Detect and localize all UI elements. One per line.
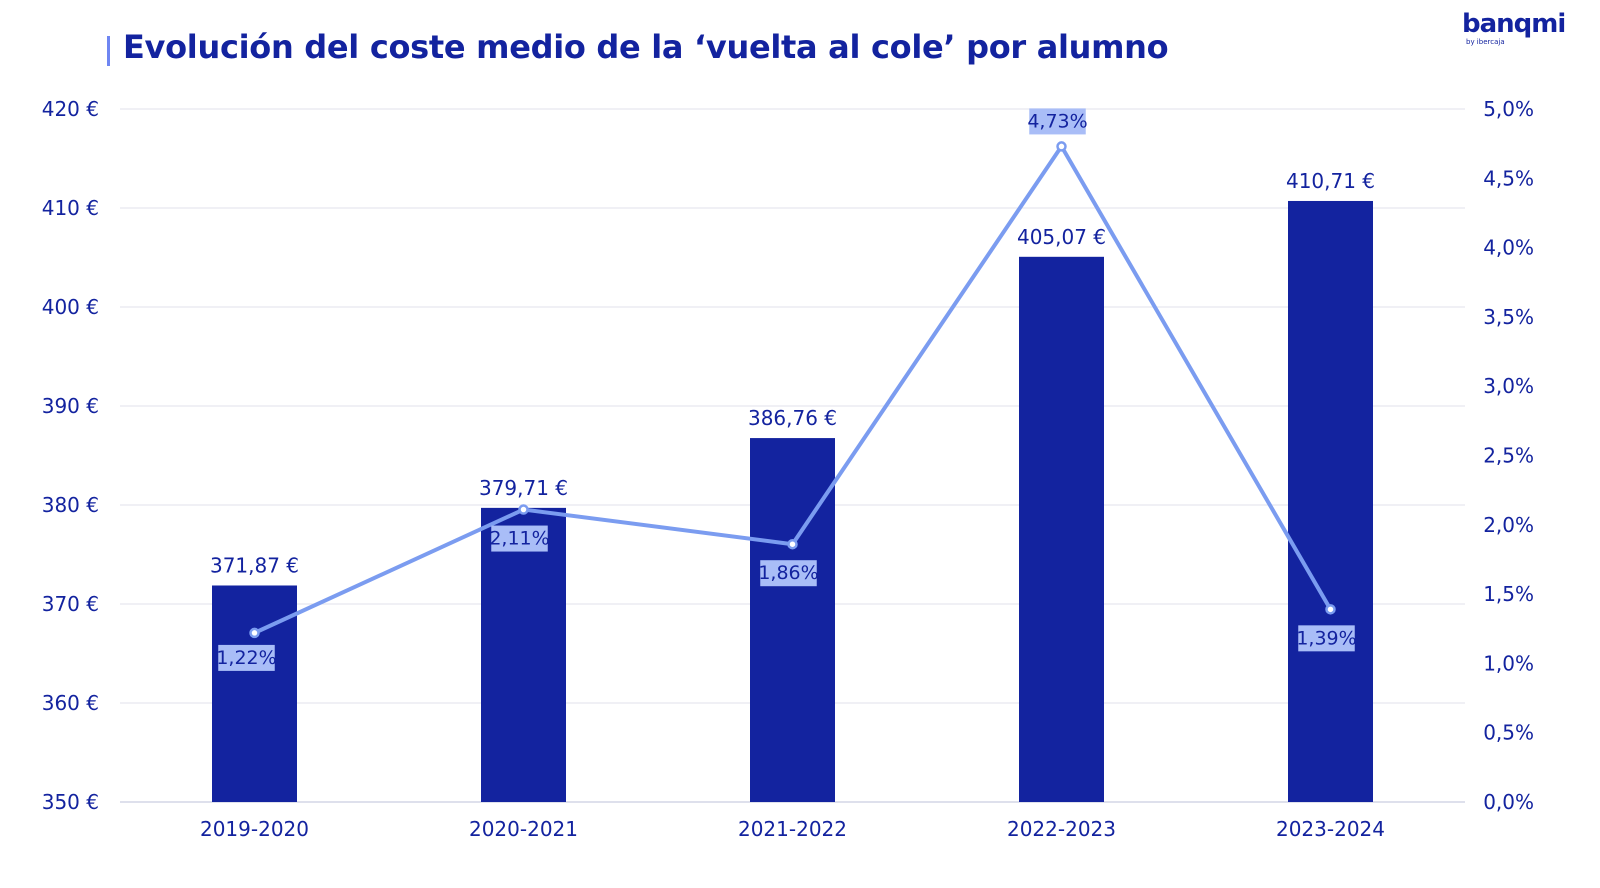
logo-tagline: by ibercaja	[1466, 38, 1505, 46]
right-tick-label: 0,5%	[1483, 721, 1534, 745]
left-tick-label: 360 €	[42, 691, 99, 715]
line-point	[787, 538, 798, 550]
bar-value-label: 405,07 €	[1017, 225, 1106, 249]
line-value-label: 2,11%	[489, 528, 549, 550]
right-tick-label: 1,0%	[1483, 651, 1534, 675]
right-axis: 0,0% 0,5% 1,0% 1,5% 2,0% 2,5% 3,0% 3,5% 4,0% 4,5%…	[1483, 97, 1534, 814]
chart-title: Evolución del coste medio de la ‘vuelta …	[123, 28, 1169, 66]
bar-value-label: 386,76 €	[748, 406, 837, 430]
category-label: 2023-2024	[1276, 817, 1385, 841]
left-tick-label: 380 €	[42, 493, 99, 517]
brand-logo: banqmi by ibercaja	[1462, 10, 1572, 50]
right-tick-label: 1,5%	[1483, 582, 1534, 606]
line-label-background	[491, 525, 548, 552]
line-value-label: 4,73%	[1027, 110, 1087, 132]
category-label: 2019-2020	[200, 817, 309, 841]
category-label: 2020-2021	[469, 817, 578, 841]
line-point	[518, 504, 529, 515]
right-tick-label: 2,5%	[1483, 444, 1534, 468]
line-point	[1056, 141, 1067, 152]
bar	[481, 507, 566, 802]
right-tick-label: 3,0%	[1483, 374, 1534, 398]
left-tick-label: 420 €	[42, 97, 99, 121]
category-label: 2021-2022	[738, 817, 847, 841]
line-point	[249, 627, 260, 639]
left-tick-label: 350 €	[42, 790, 99, 814]
left-tick-label: 390 €	[42, 394, 99, 418]
bar	[750, 438, 835, 802]
bar-value-label: 379,71 €	[479, 476, 568, 500]
line-series: 1,22% 2,11% 1,86% 4,73% 1,39%	[216, 108, 1357, 671]
right-tick-label: 4,0%	[1483, 236, 1534, 260]
right-tick-label: 0,0%	[1483, 790, 1534, 814]
line-label-background	[760, 560, 817, 587]
title-accent-bar	[107, 36, 110, 66]
bar	[1288, 200, 1373, 802]
right-tick-label: 3,5%	[1483, 305, 1534, 329]
line-point	[1325, 604, 1336, 615]
right-tick-label: 4,5%	[1483, 166, 1534, 190]
right-tick-label: 5,0%	[1483, 97, 1534, 121]
line-value-label: 1,86%	[758, 562, 818, 584]
right-tick-label: 2,0%	[1483, 513, 1534, 537]
line-label-background	[1029, 108, 1086, 135]
logo-wordmark: banqmi	[1462, 9, 1566, 39]
category-axis: 2019-2020 2020-2021 2021-2022 2022-2023 2023…	[200, 817, 1385, 841]
bar-value-label: 371,87 €	[210, 553, 299, 577]
left-tick-label: 370 €	[42, 592, 99, 616]
category-label: 2022-2023	[1007, 817, 1116, 841]
left-axis: 350 € 360 € 370 € 380 € 390 € 400 € 410 € 420 €	[42, 97, 99, 814]
bar-series	[212, 200, 1373, 802]
bar-value-label: 410,71 €	[1286, 169, 1375, 193]
line-label-background	[1298, 625, 1355, 652]
chart-header: Evolución del coste medio de la ‘vuelta …	[0, 0, 1600, 90]
line-label-background	[218, 644, 275, 671]
line-value-label: 1,39%	[1296, 627, 1356, 649]
left-tick-label: 410 €	[42, 196, 99, 220]
bar-value-labels: 371,87 € 379,71 € 386,76 € 405,07 € 410,71 €	[210, 169, 1375, 578]
line-value-label: 1,22%	[216, 647, 276, 669]
bar	[1019, 256, 1104, 802]
left-tick-label: 400 €	[42, 295, 99, 319]
